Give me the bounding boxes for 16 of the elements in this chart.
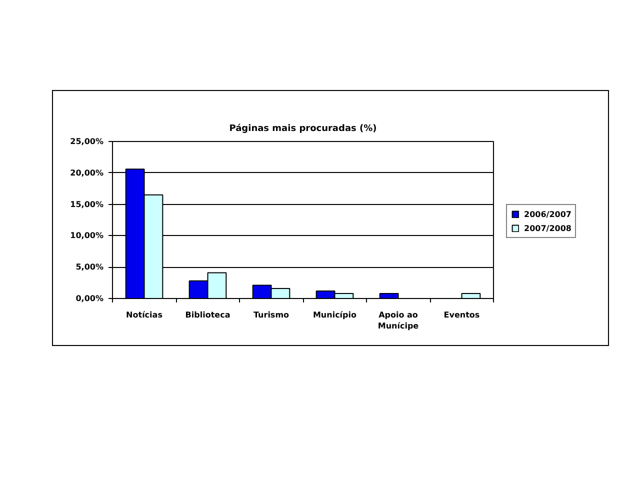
y-tick-label: 10,00%: [70, 231, 104, 240]
y-tick-label: 15,00%: [70, 200, 104, 209]
x-tick-label: Biblioteca: [185, 310, 230, 320]
y-tick-label: 20,00%: [70, 168, 104, 178]
chart-title: Páginas mais procuradas (%): [229, 123, 377, 134]
x-tick-label: Apoio ao Munícipe: [378, 310, 420, 330]
x-tick-label: Município: [312, 310, 358, 320]
y-tick-label: 5,00%: [76, 262, 104, 272]
legend-label: 2006/2007: [524, 209, 572, 219]
legend-label: 2007/2008: [524, 223, 572, 233]
bar: [379, 292, 399, 298]
y-tick-label: 0,00%: [76, 294, 104, 303]
y-tick-label: 25,00%: [70, 137, 104, 146]
x-tick-label: Turismo: [253, 310, 290, 320]
x-tick-label: Notícias: [126, 310, 163, 320]
x-tick-label: Eventos: [444, 310, 480, 320]
